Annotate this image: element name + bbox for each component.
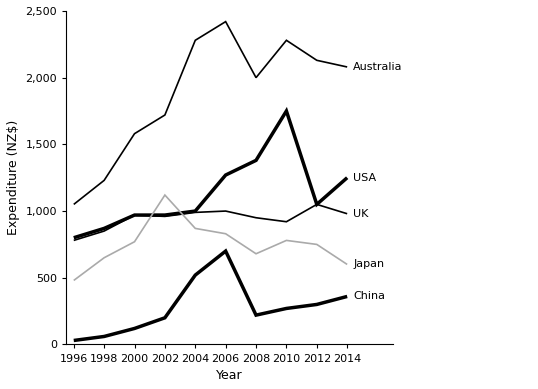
- X-axis label: Year: Year: [216, 369, 243, 382]
- Text: USA: USA: [353, 173, 377, 183]
- Text: Japan: Japan: [353, 259, 384, 270]
- Text: UK: UK: [353, 209, 369, 219]
- Text: Australia: Australia: [353, 62, 403, 72]
- Text: China: China: [353, 291, 385, 301]
- Y-axis label: Expenditure (NZ$): Expenditure (NZ$): [7, 120, 20, 235]
